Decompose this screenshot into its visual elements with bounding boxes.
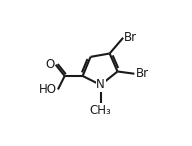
- Text: Br: Br: [124, 31, 137, 44]
- Text: HO: HO: [39, 83, 57, 96]
- Text: O: O: [45, 58, 55, 71]
- Text: N: N: [96, 78, 105, 92]
- Text: Br: Br: [136, 67, 149, 80]
- Text: CH₃: CH₃: [90, 104, 112, 117]
